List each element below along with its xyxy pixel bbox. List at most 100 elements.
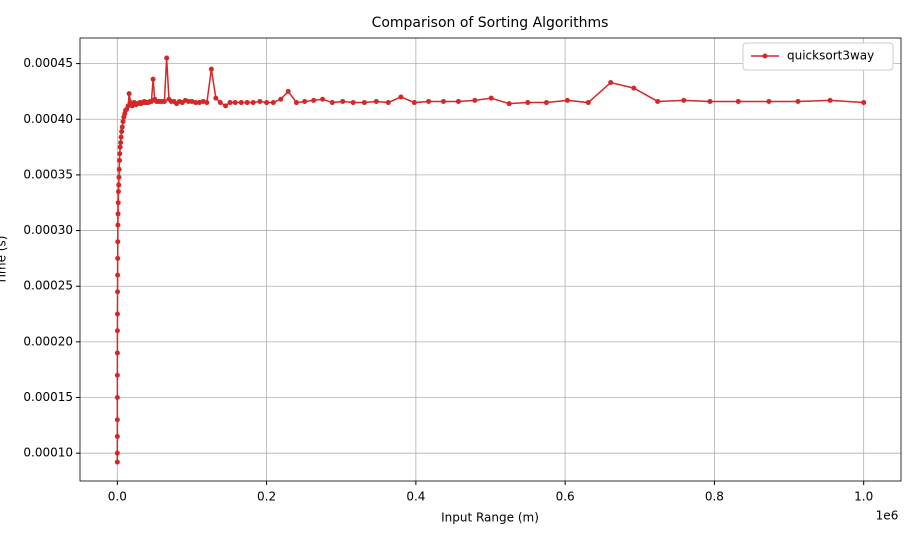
data-point (735, 98, 741, 104)
data-point (270, 100, 276, 106)
data-point (525, 100, 531, 106)
data-point (116, 182, 122, 188)
data-point (114, 350, 120, 356)
data-point (250, 100, 256, 106)
x-tick-label: 1.0 (854, 490, 873, 504)
data-point (329, 100, 335, 106)
x-offset-label: 1e6 (876, 509, 899, 523)
y-tick-label: 0.00030 (23, 223, 73, 237)
y-tick-label: 0.00010 (23, 446, 73, 460)
data-point (115, 222, 121, 228)
data-point (150, 76, 156, 82)
x-tick-label: 0.6 (556, 490, 575, 504)
x-tick-label: 0.8 (705, 490, 724, 504)
data-point (278, 96, 284, 102)
y-tick-label: 0.00025 (23, 279, 73, 293)
data-point (119, 124, 125, 130)
data-point (115, 211, 121, 217)
data-point (118, 140, 124, 146)
y-tick-label: 0.00045 (23, 56, 73, 70)
data-point (655, 98, 661, 104)
data-point (361, 100, 367, 106)
data-point (608, 80, 614, 86)
data-point (126, 91, 132, 97)
data-point (161, 98, 167, 104)
data-point (115, 289, 121, 295)
data-point (631, 85, 637, 91)
data-point (681, 97, 687, 103)
data-point (795, 98, 801, 104)
data-point (827, 97, 833, 103)
chart-title: Comparison of Sorting Algorithms (372, 15, 609, 31)
data-point (114, 450, 120, 456)
data-point (264, 100, 270, 106)
data-point (115, 272, 121, 278)
y-tick-label: 0.00035 (23, 167, 73, 181)
data-point (217, 100, 223, 106)
data-point (115, 239, 121, 245)
data-point (340, 98, 346, 104)
data-point (440, 98, 446, 104)
data-point (426, 98, 432, 104)
data-point (115, 200, 121, 206)
data-point (232, 100, 238, 106)
data-point (411, 100, 417, 106)
data-point (227, 100, 233, 106)
data-point (115, 255, 121, 261)
data-point (223, 103, 229, 109)
data-point (373, 98, 379, 104)
data-point (707, 98, 713, 104)
data-point (293, 100, 299, 106)
data-point (118, 134, 124, 140)
y-tick-label: 0.00020 (23, 334, 73, 348)
legend-label: quicksort3way (787, 49, 874, 63)
data-point (244, 100, 250, 106)
data-point (114, 395, 120, 401)
data-point (350, 100, 356, 106)
data-point (114, 311, 120, 317)
data-point (398, 94, 404, 100)
data-point (114, 417, 120, 423)
data-point (320, 96, 326, 102)
data-point (208, 66, 214, 72)
data-point (455, 98, 461, 104)
data-point (385, 100, 391, 106)
data-point (116, 157, 122, 163)
x-tick-label: 0.2 (257, 490, 276, 504)
y-tick-label: 0.00015 (23, 390, 73, 404)
data-point (204, 100, 210, 106)
data-point (311, 97, 317, 103)
data-point (238, 100, 244, 106)
data-point (193, 100, 199, 106)
data-point (114, 433, 120, 439)
data-point (115, 189, 121, 195)
data-point (164, 55, 170, 61)
plot-frame (79, 37, 902, 482)
data-point (302, 98, 308, 104)
data-point (114, 459, 120, 465)
data-point (585, 100, 591, 106)
x-axis-label: Input Range (m) (441, 511, 539, 525)
x-tick-label: 0.0 (108, 490, 127, 504)
data-point (257, 98, 263, 104)
data-point (116, 174, 122, 180)
data-point (506, 101, 512, 107)
legend-marker (762, 53, 768, 59)
data-point (114, 328, 120, 334)
legend-box (742, 42, 894, 71)
data-point (119, 128, 125, 134)
data-point (116, 166, 122, 172)
data-point (117, 144, 123, 150)
data-point (766, 98, 772, 104)
x-tick-label: 0.4 (406, 490, 425, 504)
data-point (472, 97, 478, 103)
data-point (285, 88, 291, 94)
data-point (117, 151, 123, 157)
data-point (543, 100, 549, 106)
data-point (114, 372, 120, 378)
data-point (861, 100, 867, 106)
data-point (488, 95, 494, 101)
data-point (120, 118, 126, 124)
y-axis-label: Time (s) (0, 236, 9, 286)
